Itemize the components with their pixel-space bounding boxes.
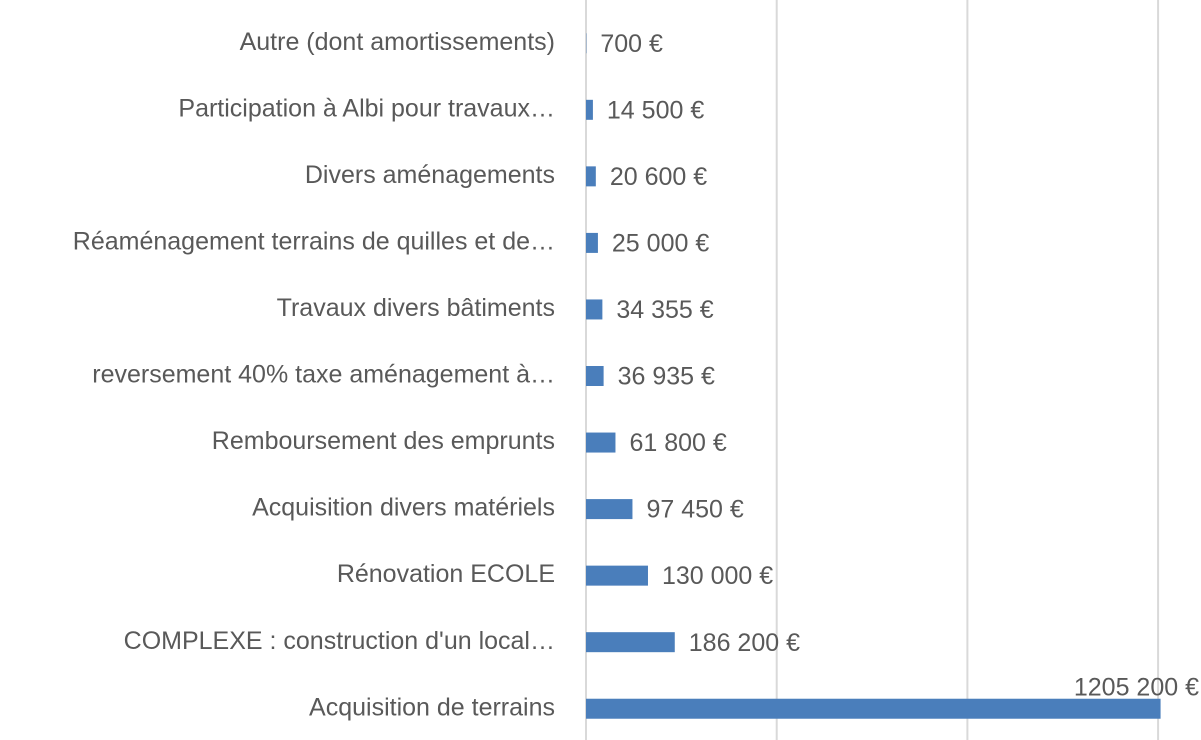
y-tick-label: Acquisition divers matériels <box>252 494 555 522</box>
y-tick-label: Remboursement des emprunts <box>212 427 555 455</box>
data-label: 700 € <box>600 30 663 58</box>
data-label: 25 000 € <box>612 230 709 258</box>
bar <box>586 632 675 653</box>
bar <box>586 565 648 586</box>
data-label: 20 600 € <box>610 163 707 191</box>
data-label: 34 355 € <box>616 296 713 324</box>
data-label: 61 800 € <box>629 429 726 457</box>
data-label: 130 000 € <box>662 562 773 590</box>
data-label: 14 500 € <box>607 96 704 124</box>
bar <box>586 432 616 453</box>
data-label: 36 935 € <box>618 363 715 391</box>
y-tick-label: Divers aménagements <box>305 161 555 189</box>
data-label: 1205 200 € <box>1074 673 1199 701</box>
data-label: 186 200 € <box>689 629 800 657</box>
y-tick-label: reversement 40% taxe aménagement à… <box>92 361 555 389</box>
bar <box>586 232 598 253</box>
bar <box>586 166 596 187</box>
bar <box>586 366 604 386</box>
y-tick-label: Travaux divers bâtiments <box>277 294 555 322</box>
bar <box>586 499 633 520</box>
bar <box>586 299 603 320</box>
data-label: 97 450 € <box>646 496 743 524</box>
y-tick-label: Acquisition de terrains <box>309 693 555 721</box>
y-tick-label: Participation à Albi pour travaux… <box>178 94 555 122</box>
bar <box>586 698 1161 719</box>
y-tick-label: Réaménagement terrains de quilles et de… <box>73 228 555 256</box>
y-tick-label: Autre (dont amortissements) <box>240 28 555 56</box>
bar <box>586 99 593 120</box>
y-tick-label: COMPLEXE : construction d'un local… <box>124 627 555 655</box>
y-tick-label: Rénovation ECOLE <box>337 560 555 588</box>
